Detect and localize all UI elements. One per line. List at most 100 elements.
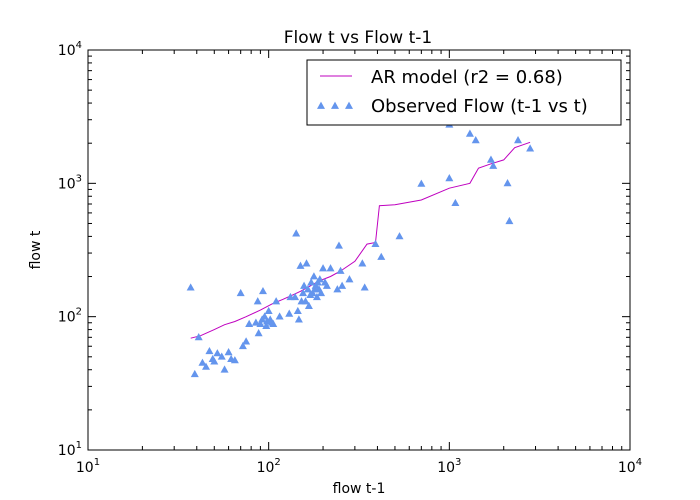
x-tick-label-exponent: 2 — [274, 457, 280, 468]
observed-point — [194, 333, 203, 341]
observed-point — [238, 341, 247, 350]
plot-frame — [87, 49, 631, 451]
observed-point — [300, 281, 309, 289]
observed-point — [377, 252, 386, 260]
legend-box — [306, 59, 622, 126]
observed-point — [224, 348, 233, 356]
observed-point — [236, 288, 245, 297]
x-tick-label: 103 — [437, 457, 461, 476]
observed-point — [260, 312, 269, 320]
observed-point — [253, 297, 262, 305]
observed-point — [258, 286, 267, 295]
x-tick-label-exponent: 1 — [94, 457, 100, 468]
observed-point — [301, 297, 310, 305]
observed-point — [336, 266, 345, 274]
y-tick-label-exponent: 1 — [76, 440, 82, 451]
observed-point — [302, 259, 311, 267]
observed-point — [371, 239, 380, 248]
x-tick-label: 104 — [618, 457, 642, 476]
observed-point — [190, 369, 199, 378]
observed-point — [505, 216, 514, 225]
observed-point — [294, 315, 303, 323]
observed-point — [326, 264, 335, 272]
observed-point — [272, 297, 281, 305]
legend-marker-triangle — [331, 101, 339, 109]
observed-point — [315, 275, 324, 283]
observed-point — [205, 346, 214, 355]
x-tick-label-base: 10 — [618, 460, 636, 476]
observed-point — [275, 312, 284, 320]
observed-point — [217, 352, 226, 360]
legend-marker-triangle — [317, 101, 325, 109]
observed-point — [445, 174, 454, 182]
x-tick-label-exponent: 3 — [455, 457, 461, 468]
observed-point — [360, 283, 369, 291]
observed-point — [251, 318, 260, 326]
x-tick-label-base: 10 — [76, 460, 94, 476]
observed-point — [264, 306, 273, 315]
observed-point — [256, 319, 265, 327]
observed-point — [489, 161, 498, 169]
observed-point — [220, 365, 229, 373]
legend: AR model (r2 = 0.68) Observed Flow (t-1 … — [306, 59, 622, 126]
observed-point — [307, 278, 316, 286]
observed-point — [304, 301, 313, 309]
y-tick-label-base: 10 — [58, 443, 76, 459]
legend-label-ar-model: AR model (r2 = 0.68) — [371, 67, 563, 88]
x-axis-title: flow t-1 — [333, 481, 386, 497]
observed-point — [417, 179, 426, 187]
legend-marker-swatch — [317, 101, 353, 109]
x-tick-label: 102 — [257, 457, 281, 476]
chart-title: Flow t vs Flow t-1 — [284, 28, 432, 48]
observed-points-layer — [186, 120, 535, 378]
observed-point — [186, 283, 195, 291]
observed-point — [262, 321, 271, 329]
y-tick-label: 104 — [58, 40, 82, 59]
observed-point — [486, 155, 495, 163]
observed-point — [345, 275, 354, 283]
observed-point — [451, 198, 460, 207]
observed-point — [202, 362, 211, 370]
observed-point — [242, 337, 251, 345]
legend-marker-triangle — [345, 101, 353, 109]
y-tick-label: 103 — [58, 173, 82, 192]
y-tick-label-exponent: 4 — [76, 40, 82, 51]
y-tick-label: 102 — [58, 307, 82, 326]
x-tick-label: 101 — [76, 457, 100, 476]
y-tick-label-base: 10 — [58, 176, 76, 192]
y-tick-label-base: 10 — [58, 310, 76, 326]
observed-point — [395, 232, 404, 240]
observed-point — [503, 179, 512, 187]
x-axis: 101 102 103 104 — [76, 457, 642, 476]
observed-point — [269, 319, 278, 327]
observed-point — [338, 281, 347, 289]
observed-point — [254, 329, 263, 337]
observed-point — [358, 259, 367, 267]
observed-point — [245, 319, 254, 327]
observed-point — [299, 288, 308, 297]
y-tick-label-exponent: 2 — [76, 307, 82, 318]
observed-point — [303, 285, 312, 293]
observed-point — [319, 264, 328, 272]
y-tick-label-exponent: 3 — [76, 173, 82, 184]
observed-point — [293, 306, 302, 315]
observed-point — [296, 261, 305, 269]
observed-point — [514, 136, 523, 144]
observed-point — [317, 288, 326, 297]
observed-point — [526, 144, 535, 152]
observed-point — [312, 292, 321, 301]
y-axis-title: flow t — [28, 230, 44, 269]
observed-point — [471, 136, 480, 144]
observed-point — [465, 129, 474, 137]
observed-point — [309, 272, 318, 280]
x-tick-label-base: 10 — [257, 460, 275, 476]
plot-area — [87, 49, 631, 451]
observed-point — [263, 317, 272, 325]
observed-point — [210, 357, 219, 365]
observed-point — [333, 285, 342, 293]
observed-point — [334, 241, 343, 249]
observed-point — [213, 349, 222, 357]
x-tick-label-exponent: 4 — [636, 457, 642, 468]
